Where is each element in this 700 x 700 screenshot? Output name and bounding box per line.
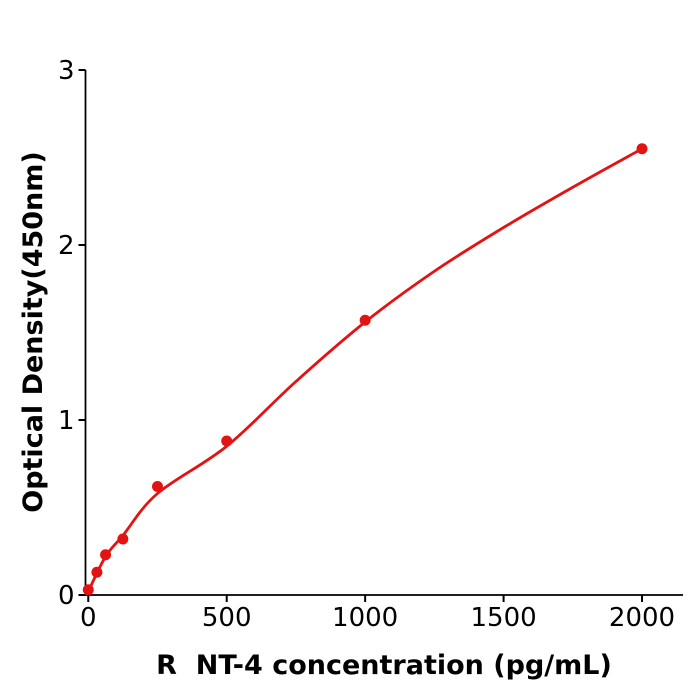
y-tick-label: 2 bbox=[58, 231, 75, 261]
x-tick-label: 1000 bbox=[332, 603, 398, 633]
data-point bbox=[151, 481, 163, 492]
x-tick-label: 1500 bbox=[470, 603, 536, 633]
data-point bbox=[91, 566, 103, 578]
y-tick-label: 3 bbox=[58, 56, 75, 86]
data-point bbox=[221, 435, 233, 447]
data-point bbox=[82, 584, 94, 596]
x-tick-label: 0 bbox=[80, 603, 97, 633]
data-point bbox=[359, 314, 371, 326]
axes-layer: 0 500 1000 1500 2000 0 1 2 3 bbox=[58, 56, 683, 633]
x-axis-title: R NT-4 concentration (pg/mL) bbox=[156, 650, 612, 681]
x-tick-label: 500 bbox=[202, 603, 252, 633]
data-point bbox=[117, 533, 129, 545]
plot-layer bbox=[82, 143, 648, 596]
y-tick-label: 0 bbox=[58, 581, 75, 611]
data-point bbox=[636, 143, 648, 155]
y-axis-title: Optical Density(450nm) bbox=[18, 151, 49, 513]
fit-curve-line bbox=[86, 147, 644, 593]
x-tick-label: 2000 bbox=[609, 603, 675, 633]
data-point bbox=[100, 549, 112, 561]
y-tick-label: 1 bbox=[58, 406, 75, 436]
